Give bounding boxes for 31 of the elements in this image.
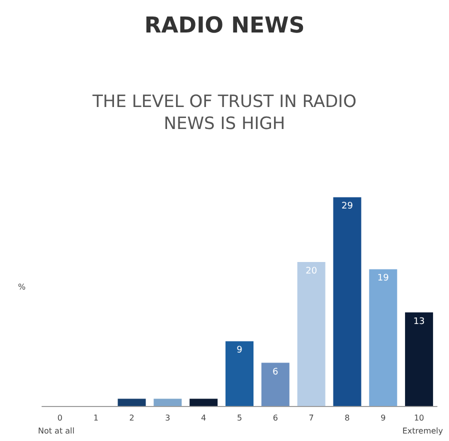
x-tick-label: 7 (308, 414, 314, 422)
x-tick-label: 6 (272, 414, 278, 422)
data-label: 19 (377, 274, 390, 284)
bar (405, 312, 434, 406)
data-label: 29 (342, 202, 354, 212)
x-tick-label: 10 (414, 414, 424, 422)
x-tick-label: 0 (57, 414, 62, 422)
data-label: 13 (413, 316, 425, 327)
chart-title: RADIO NEWS (144, 14, 305, 38)
x-tick-label: 4 (201, 414, 206, 422)
x-tick-label: 3 (165, 414, 170, 422)
text: Not at all (38, 426, 74, 436)
x-tick-label: 5 (236, 414, 242, 422)
data-label: 6 (272, 367, 279, 378)
bar (369, 269, 398, 406)
y-axis-title: % (18, 282, 26, 292)
bar (154, 398, 182, 406)
x-tick-label: 2 (129, 414, 134, 422)
bar (297, 262, 326, 406)
chart-subtitle: THE LEVEL OF TRUST IN RADIO NEWS IS HIGH (92, 92, 356, 134)
bar (225, 341, 254, 406)
x-tick-label: 9 (380, 414, 386, 422)
bar (333, 197, 362, 406)
data-label: 20 (306, 266, 318, 276)
bar (118, 398, 146, 406)
data-label: 9 (236, 346, 243, 356)
x-tick-label: 1 (93, 414, 98, 422)
x-tick-label: 8 (344, 414, 350, 422)
text: Extremely (402, 426, 444, 436)
bar (190, 398, 218, 406)
bar (261, 362, 290, 406)
